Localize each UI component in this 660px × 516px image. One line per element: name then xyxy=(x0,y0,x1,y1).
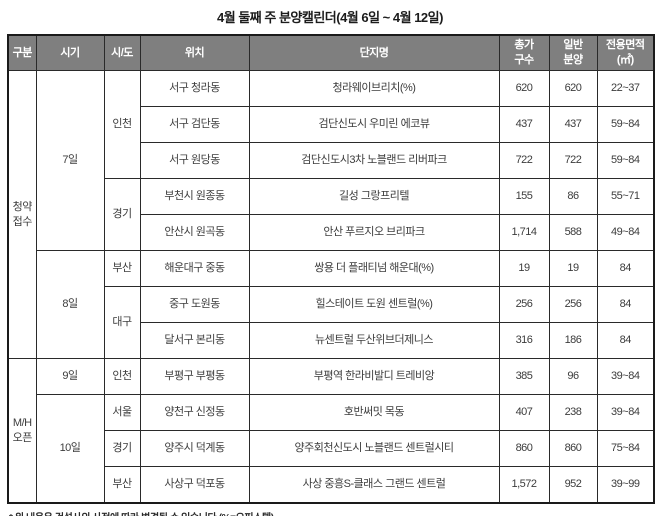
general-cell: 86 xyxy=(548,178,598,215)
date-cell: 9일 xyxy=(35,358,105,395)
region-cell: 경기 xyxy=(103,430,141,467)
location-cell: 양천구 신정동 xyxy=(139,394,250,431)
location-cell: 부천시 원종동 xyxy=(139,178,250,215)
table-row: 서구 원당동 검단신도시3차 노블랜드 리버파크 722 722 59~84 xyxy=(8,142,655,179)
region-cell: 경기 xyxy=(103,178,141,251)
table-row: 경기 부천시 원종동 길성 그랑프리텔 155 86 55~71 xyxy=(8,178,655,251)
table-row: 서구 검단동 검단신도시 우미린 에코뷰 437 437 59~84 xyxy=(8,106,655,143)
general-cell: 256 xyxy=(548,286,598,323)
complex-cell: 쌍용 더 플래티넘 해운대(%) xyxy=(248,250,500,287)
header-row: 구분 시기 시/도 위치 단지명 총가 구수 일반 분양 전용면적 (㎡) xyxy=(7,34,655,71)
total-cell: 407 xyxy=(498,394,550,431)
section-cell-subscription: 청약 접수 xyxy=(7,70,37,359)
complex-cell: 호반써밋 목동 xyxy=(248,394,500,431)
col-header-location: 위치 xyxy=(139,34,250,71)
location-cell: 사상구 덕포동 xyxy=(139,466,250,504)
general-cell: 437 xyxy=(548,106,598,143)
complex-cell: 뉴센트럴 두산위브더제니스 xyxy=(248,322,500,359)
complex-cell: 검단신도시 우미린 에코뷰 xyxy=(248,106,500,143)
area-cell: 84 xyxy=(596,250,655,287)
area-cell: 39~84 xyxy=(596,394,655,431)
location-cell: 중구 도원동 xyxy=(139,286,250,323)
location-cell: 해운대구 중동 xyxy=(139,250,250,287)
total-cell: 722 xyxy=(498,142,550,179)
area-cell: 49~84 xyxy=(596,214,655,251)
region-cell: 인천 xyxy=(103,70,141,179)
region-cell: 부산 xyxy=(103,466,141,504)
col-header-date: 시기 xyxy=(35,34,105,71)
general-cell: 96 xyxy=(548,358,598,395)
col-header-area: 전용면적 (㎡) xyxy=(596,34,655,71)
location-cell: 부평구 부평동 xyxy=(139,358,250,395)
col-header-region: 시/도 xyxy=(103,34,141,71)
total-cell: 385 xyxy=(498,358,550,395)
location-cell: 달서구 본리동 xyxy=(139,322,250,359)
general-cell: 952 xyxy=(548,466,598,504)
general-cell: 186 xyxy=(548,322,598,359)
col-header-complex: 단지명 xyxy=(248,34,500,71)
date-cell: 8일 xyxy=(35,250,105,359)
complex-cell: 청라웨이브리치(%) xyxy=(248,70,500,107)
section-cell-model-house: M/H 오픈 xyxy=(7,358,37,504)
general-cell: 722 xyxy=(548,142,598,179)
table-row: 달서구 본리동 뉴센트럴 두산위브더제니스 316 186 84 xyxy=(8,322,655,359)
complex-cell: 양주회천신도시 노블랜드 센트럴시티 xyxy=(248,430,500,467)
general-cell: 620 xyxy=(548,70,598,107)
region-cell: 인천 xyxy=(103,358,141,395)
region-cell: 서울 xyxy=(103,394,141,431)
table-row: 10일 서울 양천구 신정동 호반써밋 목동 407 238 39~84 xyxy=(8,394,655,504)
complex-cell: 안산 푸르지오 브리파크 xyxy=(248,214,500,251)
total-cell: 1,572 xyxy=(498,466,550,504)
total-cell: 620 xyxy=(498,70,550,107)
general-cell: 860 xyxy=(548,430,598,467)
total-cell: 19 xyxy=(498,250,550,287)
total-cell: 256 xyxy=(498,286,550,323)
col-header-general-supply: 일반 분양 xyxy=(548,34,598,71)
total-cell: 437 xyxy=(498,106,550,143)
complex-cell: 힐스테이트 도원 센트럴(%) xyxy=(248,286,500,323)
total-cell: 316 xyxy=(498,322,550,359)
table-row: 경기 양주시 덕계동 양주회천신도시 노블랜드 센트럴시티 860 860 75… xyxy=(8,430,655,467)
total-cell: 1,714 xyxy=(498,214,550,251)
table-row: 청약 접수 7일 인천 서구 청라동 청라웨이브리치(%) 620 620 22… xyxy=(7,70,655,359)
location-cell: 양주시 덕계동 xyxy=(139,430,250,467)
area-cell: 75~84 xyxy=(596,430,655,467)
col-header-total-households: 총가 구수 xyxy=(498,34,550,71)
table-row: 8일 부산 해운대구 중동 쌍용 더 플래티넘 해운대(%) 19 19 84 xyxy=(8,250,655,359)
complex-cell: 검단신도시3차 노블랜드 리버파크 xyxy=(248,142,500,179)
region-cell: 부산 xyxy=(103,250,141,287)
general-cell: 238 xyxy=(548,394,598,431)
general-cell: 588 xyxy=(548,214,598,251)
table-row: 부산 사상구 덕포동 사상 중흥S-클래스 그랜드 센트럴 1,572 952 … xyxy=(8,466,655,504)
location-cell: 안산시 원곡동 xyxy=(139,214,250,251)
region-cell: 대구 xyxy=(103,286,141,359)
sale-calendar-table: 구분 시기 시/도 위치 단지명 총가 구수 일반 분양 전용면적 (㎡) 청약… xyxy=(7,34,655,504)
area-cell: 55~71 xyxy=(596,178,655,215)
complex-cell: 길성 그랑프리텔 xyxy=(248,178,500,215)
total-cell: 860 xyxy=(498,430,550,467)
complex-cell: 사상 중흥S-클래스 그랜드 센트럴 xyxy=(248,466,500,504)
location-cell: 서구 청라동 xyxy=(139,70,250,107)
location-cell: 서구 검단동 xyxy=(139,106,250,143)
table-row: M/H 오픈 9일 인천 부평구 부평동 부평역 한라비발디 트레비앙 385 … xyxy=(7,358,655,504)
area-cell: 59~84 xyxy=(596,106,655,143)
area-cell: 39~99 xyxy=(596,466,655,504)
general-cell: 19 xyxy=(548,250,598,287)
table-row: 안산시 원곡동 안산 푸르지오 브리파크 1,714 588 49~84 xyxy=(8,214,655,251)
table-row: 대구 중구 도원동 힐스테이트 도원 센트럴(%) 256 256 84 xyxy=(8,286,655,359)
area-cell: 22~37 xyxy=(596,70,655,107)
complex-cell: 부평역 한라비발디 트레비앙 xyxy=(248,358,500,395)
col-header-category: 구분 xyxy=(7,34,37,71)
date-cell: 7일 xyxy=(35,70,105,251)
location-cell: 서구 원당동 xyxy=(139,142,250,179)
page-title: 4월 둘째 주 분양캘린더(4월 6일 ~ 4월 12일) xyxy=(217,10,443,25)
area-cell: 84 xyxy=(596,286,655,323)
area-cell: 59~84 xyxy=(596,142,655,179)
footnote: * 위 내용은 건설사의 사정에 따라 변경될 수 있습니다.(%=오피스텔) xyxy=(9,509,660,516)
date-cell: 10일 xyxy=(35,394,105,504)
area-cell: 39~84 xyxy=(596,358,655,395)
total-cell: 155 xyxy=(498,178,550,215)
area-cell: 84 xyxy=(596,322,655,359)
